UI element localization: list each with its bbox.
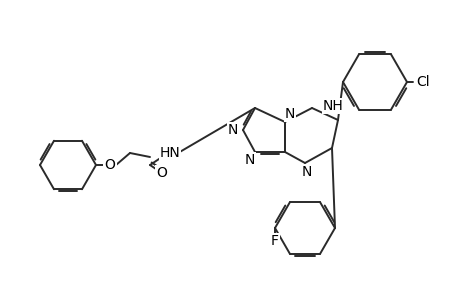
Text: Cl: Cl — [415, 75, 429, 89]
Text: HN: HN — [159, 146, 180, 160]
Text: F: F — [270, 234, 279, 248]
Text: N: N — [301, 165, 312, 179]
Text: N: N — [244, 153, 255, 167]
Text: O: O — [156, 166, 167, 180]
Text: NH: NH — [322, 99, 342, 113]
Text: N: N — [227, 123, 238, 137]
Text: N: N — [284, 107, 295, 121]
Text: O: O — [104, 158, 115, 172]
